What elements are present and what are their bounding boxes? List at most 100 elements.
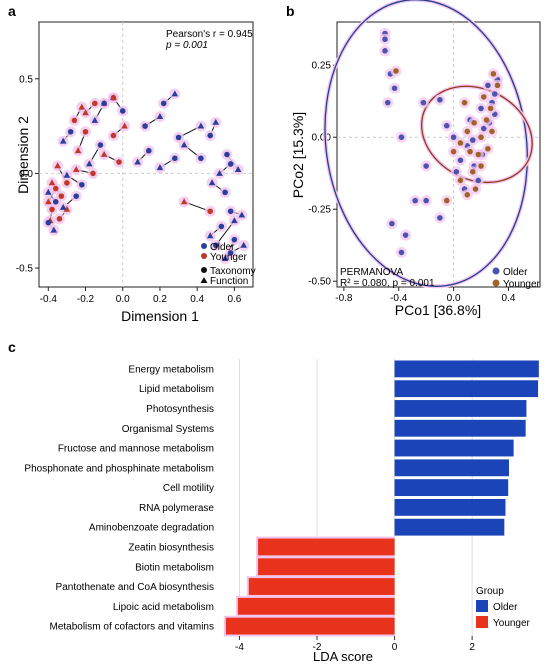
- younger-sample-point: [480, 94, 487, 100]
- taxonomy-point: [145, 147, 152, 154]
- function-point: [206, 232, 214, 239]
- panel-b-ylabel: PCo2 [15.3%]: [290, 112, 306, 198]
- taxonomy-point: [101, 100, 107, 107]
- lda-bar: [394, 498, 506, 516]
- panel-b-xtick-label: -0.4: [390, 293, 408, 304]
- panel-c-legend: Group Older Younger: [476, 586, 531, 629]
- lda-bar: [237, 597, 395, 615]
- panel-b-xtick-label: 0.4: [501, 293, 515, 304]
- category-label: Cell motility: [163, 483, 214, 494]
- taxonomy-point: [212, 242, 219, 249]
- taxonomy-point: [172, 155, 178, 162]
- panel-c-xtick-label: -2: [313, 642, 322, 653]
- panel-a-ytick-label: 0.5: [19, 74, 33, 85]
- older-sample-point: [382, 36, 388, 43]
- panel-label-a: a: [8, 3, 16, 19]
- panel-a-xtick-label: 0.6: [227, 294, 241, 305]
- function-point: [100, 150, 108, 157]
- taxonomy-point: [227, 208, 234, 215]
- panel-a-xlabel: Dimension 1: [121, 308, 199, 324]
- category-label: Photosynthesis: [146, 404, 214, 415]
- category-label: Organismal Systems: [122, 424, 214, 435]
- panel-a-halos: [42, 88, 250, 265]
- taxonomy-point: [224, 151, 230, 158]
- panel-b-xtick-label: -0.8: [335, 293, 353, 304]
- panel-b-xlabel: PCo1 [36.8%]: [395, 302, 481, 318]
- lda-bar: [394, 439, 514, 457]
- category-label: Phosphonate and phosphinate metabolism: [24, 463, 214, 474]
- panel-a-xtick-label: -0.4: [40, 294, 58, 305]
- legend-b-younger-label: Younger: [503, 279, 541, 290]
- function-point: [234, 166, 242, 173]
- younger-sample-point: [487, 105, 494, 112]
- taxonomy-point: [58, 193, 65, 199]
- taxonomy-point: [97, 142, 104, 148]
- panel-a-xtick-label: 0.2: [153, 294, 167, 305]
- taxonomy-point: [92, 100, 98, 107]
- older-sample-point: [457, 157, 464, 164]
- taxonomy-point: [207, 132, 213, 139]
- category-label: Lipid metabolism: [139, 384, 214, 395]
- taxonomy-point: [231, 236, 238, 243]
- older-sample-point: [389, 220, 395, 227]
- function-point: [156, 164, 164, 171]
- taxonomy-point: [67, 128, 74, 135]
- older-sample-point: [382, 48, 388, 54]
- panel-a-ticks: -0.4 -0.2 0.0 0.2 0.4 0.6 -0.5 0.0 0.5: [16, 74, 242, 305]
- function-point: [240, 241, 247, 248]
- panel-b-ytick-label: 0.25: [312, 61, 332, 72]
- older-sample-point: [437, 96, 443, 103]
- panel-b-ellipses: [322, 0, 535, 289]
- lda-bar: [394, 360, 539, 378]
- taxonomy-point: [110, 94, 117, 101]
- function-point: [212, 118, 220, 125]
- taxonomy-point: [142, 123, 148, 129]
- taxonomy-point: [52, 199, 59, 205]
- younger-sample-point: [450, 148, 457, 155]
- category-label: Pantothenate and CoA biosynthesis: [56, 582, 214, 593]
- legend-younger-label: Younger: [210, 252, 248, 263]
- younger-sample-point: [485, 145, 491, 152]
- taxonomy-point: [227, 161, 234, 167]
- younger-sample-point: [464, 128, 471, 135]
- older-sample-point: [398, 249, 405, 256]
- panel-label-b: b: [286, 3, 295, 19]
- older-sample-point: [485, 82, 491, 89]
- function-point: [59, 137, 67, 144]
- panel-a-annotation-r: Pearson's r = 0.945: [166, 29, 253, 40]
- panel-b-frame: [336, 21, 541, 288]
- older-sample-point: [491, 91, 498, 97]
- younger-sample-point: [393, 68, 399, 74]
- panel-label-c: c: [8, 339, 16, 355]
- function-point: [91, 116, 99, 123]
- panel-b-annotation-title: PERMANOVA: [340, 267, 403, 278]
- older-sample-point: [412, 197, 418, 204]
- function-point: [134, 158, 141, 165]
- panel-a-annotation-p: p = 0.001: [165, 40, 208, 51]
- taxonomy-point: [160, 100, 167, 107]
- younger-sample-point: [494, 82, 501, 89]
- taxonomy-point: [207, 208, 213, 215]
- category-label: Aminobenzoate degradation: [89, 523, 214, 534]
- younger-sample-point: [478, 134, 484, 141]
- function-point: [171, 90, 179, 97]
- younger-sample-point: [475, 151, 482, 158]
- taxonomy-point: [82, 128, 89, 135]
- older-sample-point: [453, 168, 460, 175]
- category-label: Energy metabolism: [128, 364, 214, 375]
- function-point: [85, 160, 93, 167]
- panel-b-ticks: -0.8 -0.4 0.0 0.4 0.25 0.00 -0.25 -0.50: [308, 61, 516, 304]
- panel-c-xlabel: LDA score: [313, 649, 373, 664]
- legend-b-older-label: Older: [503, 267, 528, 278]
- older-sample-point: [480, 125, 487, 132]
- function-point: [231, 217, 238, 224]
- panel-a-frame: [38, 21, 254, 288]
- category-label: Metabolism of cofactors and vitamins: [49, 622, 214, 633]
- panel-c-ticks: -4 -2 0 2: [235, 636, 475, 653]
- older-sample-point: [443, 122, 450, 129]
- legend-b-younger-marker: [492, 279, 500, 287]
- panel-c-category-labels: Energy metabolism Lipid metabolism Photosy…: [24, 364, 214, 632]
- legend-older-label: Older: [210, 242, 235, 253]
- legend-c-younger-label: Younger: [493, 618, 531, 629]
- lda-bar: [394, 479, 509, 497]
